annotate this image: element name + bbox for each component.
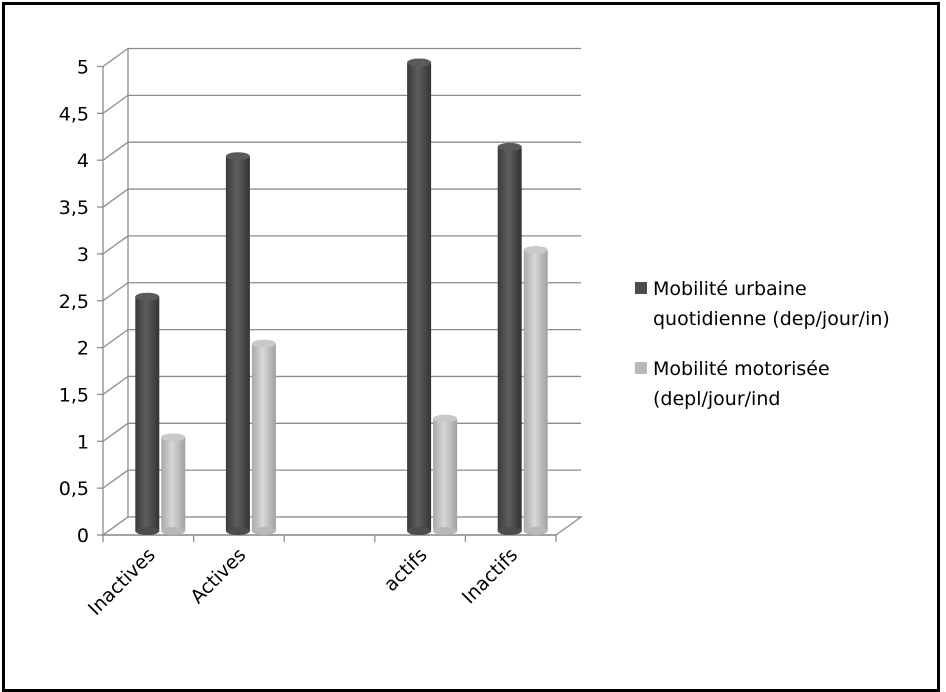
y-tick-label: 4 — [77, 150, 89, 172]
bar-top — [251, 339, 276, 348]
bar-top — [497, 142, 522, 151]
side-gridline — [102, 47, 129, 68]
bar-top — [433, 414, 458, 423]
bar-body — [407, 62, 432, 531]
bar-top — [135, 292, 160, 301]
bar — [497, 142, 522, 535]
bar-body — [135, 296, 160, 531]
bar-top — [225, 152, 250, 161]
bar — [135, 292, 160, 535]
bar-body — [225, 156, 250, 531]
side-gridline — [102, 94, 129, 114]
side-gridline — [102, 469, 129, 489]
y-tick-label: 1 — [77, 431, 89, 453]
bar-base — [497, 527, 522, 535]
bar-base — [135, 527, 160, 535]
y-tick-label: 2 — [77, 338, 89, 360]
bar-top — [161, 433, 186, 442]
bar — [161, 433, 186, 535]
axis-layer — [97, 48, 584, 542]
legend: Mobilité urbaine quotidienne (dep/jour/in… — [635, 278, 890, 410]
category-label: Inactives — [84, 544, 160, 620]
category-label: Actives — [186, 544, 250, 608]
bar-top — [523, 245, 548, 254]
y-tick-label: 4,5 — [59, 103, 89, 125]
legend-label: Mobilité motorisée — [653, 358, 830, 380]
bar-layer — [135, 58, 548, 535]
bar — [251, 339, 276, 535]
legend-label: quotidienne (dep/jour/in) — [653, 308, 890, 330]
side-gridline — [102, 141, 129, 161]
bar — [225, 152, 250, 535]
bar-base — [407, 527, 432, 535]
category-label: actifs — [380, 544, 432, 596]
bar-body — [251, 343, 276, 531]
side-gridline — [102, 235, 129, 255]
y-tick-label: 0,5 — [59, 478, 89, 500]
y-tick-label: 3,5 — [59, 197, 89, 219]
y-tick-label: 0 — [77, 525, 89, 547]
y-tick-label: 2,5 — [59, 291, 89, 313]
bar — [407, 58, 432, 535]
bar-base — [225, 527, 250, 535]
bar-body — [161, 437, 186, 531]
side-gridline — [102, 188, 129, 208]
legend-swatch — [635, 362, 647, 374]
bar-base — [161, 527, 186, 535]
bar-body — [497, 146, 522, 531]
bar-body — [433, 418, 458, 531]
legend-swatch — [635, 282, 647, 294]
category-label: Inactifs — [458, 544, 522, 608]
bar — [433, 414, 458, 535]
legend-label: (depl/jour/ind — [653, 388, 780, 410]
side-gridline — [102, 329, 129, 349]
y-tick-label: 5 — [77, 57, 89, 79]
bar-body — [523, 249, 548, 531]
side-gridline — [102, 282, 129, 302]
bar — [523, 245, 548, 535]
side-gridline — [102, 422, 129, 442]
bar-top — [407, 58, 432, 67]
y-tick-label: 3 — [77, 244, 89, 266]
y-tick-label: 1,5 — [59, 384, 89, 406]
bar-base — [251, 527, 276, 535]
legend-label: Mobilité urbaine — [653, 278, 807, 300]
bar-base — [523, 527, 548, 535]
side-gridline — [102, 375, 129, 395]
bar-base — [433, 527, 458, 535]
